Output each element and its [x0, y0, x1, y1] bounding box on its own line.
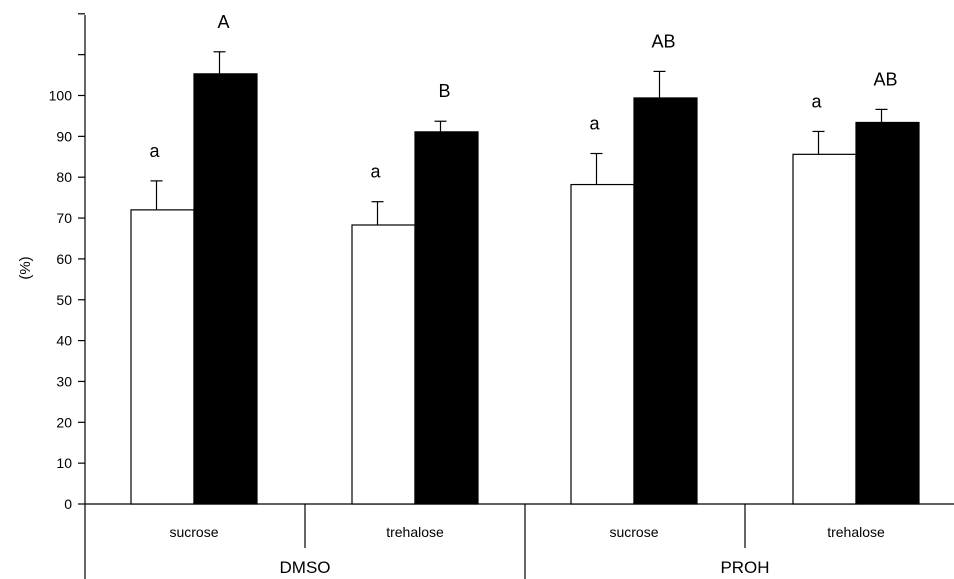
y-tick-label: 80 — [56, 169, 72, 185]
bars — [130, 51, 920, 505]
bar-open — [792, 153, 857, 505]
y-axis-label: (%) — [17, 256, 34, 279]
category-label: sucrose — [169, 524, 218, 540]
bar-filled — [414, 131, 479, 505]
y-tick-label: 100 — [49, 88, 73, 104]
category-label: trehalose — [386, 524, 444, 540]
bar-filled — [193, 73, 258, 505]
y-tick-label: 30 — [56, 373, 72, 389]
bar-open — [570, 183, 635, 505]
y-tick-label: 50 — [56, 292, 72, 308]
significance-label: AB — [873, 69, 897, 89]
y-tick-label: 40 — [56, 333, 72, 349]
bar-open — [351, 224, 416, 505]
y-tick-label: 60 — [56, 251, 72, 267]
bar-filled — [855, 121, 920, 505]
significance-label: a — [149, 141, 160, 161]
significance-label: a — [589, 114, 600, 134]
bar-open — [130, 209, 195, 505]
y-tick-label: 0 — [64, 496, 72, 512]
y-tick-label: 10 — [56, 455, 72, 471]
significance-label: A — [217, 12, 229, 32]
significance-label: a — [811, 91, 822, 111]
y-tick-label: 70 — [56, 210, 72, 226]
group-label: PROH — [720, 558, 769, 577]
significance-label: AB — [651, 31, 675, 51]
category-label: trehalose — [827, 524, 885, 540]
labels: sucrose trehalose sucrose trehalose DMSO PROH… — [149, 12, 897, 577]
y-tick-label: 90 — [56, 128, 72, 144]
bar-filled — [633, 97, 698, 505]
category-label: sucrose — [609, 524, 658, 540]
significance-label: B — [438, 81, 450, 101]
group-label: DMSO — [280, 558, 331, 577]
y-tick-label: 20 — [56, 414, 72, 430]
significance-label: a — [370, 162, 381, 182]
